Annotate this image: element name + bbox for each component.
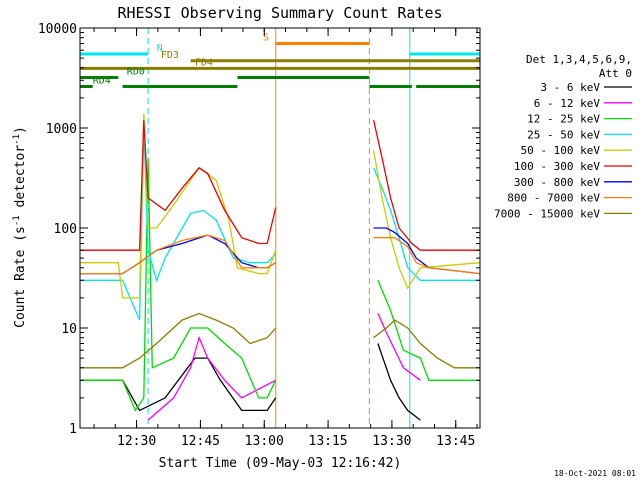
series-line — [80, 120, 277, 251]
y-axis-label: Count Rate (s-1 detector-1) — [12, 126, 28, 328]
series-line — [373, 167, 480, 281]
x-tick-label: 12:30 — [117, 434, 156, 449]
x-tick-label: 12:45 — [181, 434, 220, 449]
series-line — [377, 313, 421, 381]
legend-label: 25 - 50 keV — [527, 128, 600, 141]
legend-label: 7000 - 15000 keV — [494, 207, 600, 220]
x-axis-label: Start Time (09-May-03 12:16:42) — [159, 456, 402, 471]
x-tick-label: 13:00 — [245, 434, 284, 449]
flag-label: RD0 — [127, 66, 145, 77]
flag-label: S — [263, 32, 269, 43]
timestamp: 18-Oct-2021 08:01 — [554, 469, 636, 478]
series-line — [372, 150, 480, 290]
legend-label: 6 - 12 keV — [534, 97, 601, 110]
legend-title: Att 0 — [599, 67, 632, 80]
legend-label: 12 - 25 keV — [527, 113, 600, 126]
chart-title: RHESSI Observing Summary Count Rates — [117, 4, 442, 22]
y-tick-label: 1 — [69, 422, 77, 437]
series-line — [372, 119, 480, 251]
series-line — [373, 319, 480, 369]
flag-label: FD3 — [161, 50, 179, 61]
series-line — [377, 343, 421, 421]
legend-label: 3 - 6 keV — [540, 81, 600, 94]
y-tick-label: 10000 — [38, 22, 77, 37]
flag-label: FD4 — [195, 57, 213, 68]
legend: Det 1,3,4,5,6,9,Att 03 - 6 keV 6 - 12 keV… — [494, 53, 632, 220]
legend-label: 50 - 100 keV — [521, 144, 601, 157]
series-line — [80, 127, 277, 321]
plot-area: N S FD3 FD4 RD0 RD4 12:30 12:45 13:00 13:15 13:30 1… — [38, 22, 481, 449]
legend-label: 100 - 300 keV — [514, 160, 600, 173]
flag-label: N — [157, 43, 163, 54]
series-line — [80, 312, 277, 369]
y-tick-label: 1000 — [46, 122, 77, 137]
y-tick-label: 100 — [54, 222, 77, 237]
flag-label: RD4 — [93, 76, 111, 87]
x-tick-label: 13:30 — [372, 434, 411, 449]
series-line — [147, 335, 276, 421]
x-tick-label: 13:45 — [436, 434, 475, 449]
series-line — [80, 357, 277, 412]
legend-label: 300 - 800 keV — [514, 176, 600, 189]
legend-label: 800 - 7000 keV — [507, 192, 600, 205]
series-line — [373, 237, 480, 275]
series-line — [377, 280, 480, 381]
legend-title: Det 1,3,4,5,6,9, — [526, 53, 632, 66]
y-tick-label: 10 — [61, 322, 77, 337]
series-line — [80, 234, 277, 275]
series-line — [80, 113, 277, 299]
x-tick-label: 13:15 — [309, 434, 348, 449]
series-line — [80, 158, 277, 412]
